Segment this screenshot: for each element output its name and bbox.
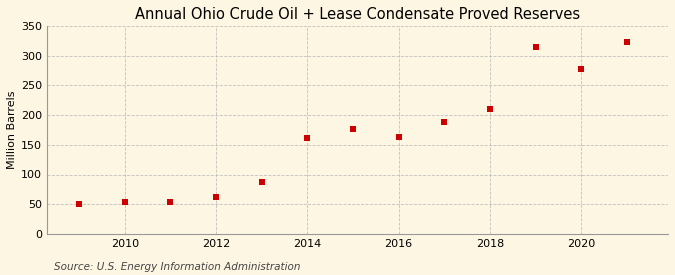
Point: [576, 67, 587, 71]
Point: [622, 40, 632, 44]
Point: [74, 202, 84, 207]
Point: [485, 107, 495, 111]
Point: [348, 126, 358, 131]
Point: [256, 180, 267, 185]
Text: Source: U.S. Energy Information Administration: Source: U.S. Energy Information Administ…: [54, 262, 300, 272]
Title: Annual Ohio Crude Oil + Lease Condensate Proved Reserves: Annual Ohio Crude Oil + Lease Condensate…: [135, 7, 580, 22]
Point: [211, 195, 221, 199]
Point: [439, 119, 450, 124]
Point: [119, 200, 130, 205]
Point: [302, 136, 313, 141]
Point: [394, 135, 404, 139]
Point: [531, 45, 541, 50]
Y-axis label: Million Barrels: Million Barrels: [7, 91, 17, 169]
Point: [165, 200, 176, 205]
